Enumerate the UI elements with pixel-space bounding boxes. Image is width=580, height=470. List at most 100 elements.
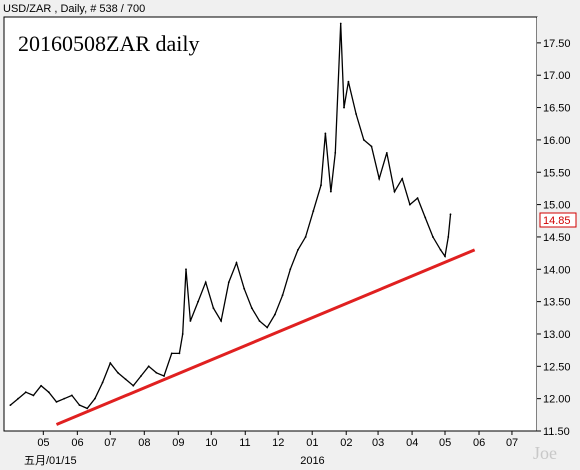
x-tick-label: 04 <box>406 437 418 449</box>
price-point <box>393 190 396 193</box>
price-point <box>178 352 181 355</box>
x-tick-label: 01 <box>306 437 318 449</box>
last-price-badge: 14.85 <box>539 212 577 228</box>
price-point <box>147 365 150 368</box>
price-point <box>63 397 66 400</box>
price-point <box>132 384 135 387</box>
price-point <box>55 400 58 403</box>
price-point <box>93 397 96 400</box>
price-point <box>220 320 223 322</box>
price-point <box>40 384 43 387</box>
last-price-label: 14.85 <box>543 215 571 227</box>
price-point <box>181 333 184 335</box>
price-point <box>444 255 446 258</box>
price-point <box>258 320 261 322</box>
price-point <box>9 404 12 407</box>
price-point <box>401 177 404 180</box>
plot-area <box>3 16 538 432</box>
x-tick-label: 05 <box>439 437 451 449</box>
y-tick-label: 14.00 <box>543 264 571 276</box>
y-tick-label: 16.50 <box>543 103 571 115</box>
chart-title: 20160508ZAR daily <box>18 31 200 56</box>
price-point <box>304 236 307 238</box>
price-point <box>334 151 337 154</box>
price-point <box>339 22 342 25</box>
price-point <box>324 132 327 135</box>
price-point <box>273 313 276 316</box>
price-point <box>70 394 73 397</box>
price-point <box>32 394 35 397</box>
price-point <box>289 268 292 271</box>
price-point <box>355 113 358 115</box>
price-point <box>212 307 215 309</box>
price-point <box>47 391 50 394</box>
symbol-info: USD/ZAR , Daily, # 538 / 700 <box>3 3 145 15</box>
x-tick-label: 10 <box>205 437 217 449</box>
price-point <box>235 261 238 264</box>
price-point <box>408 203 411 206</box>
price-point <box>378 177 381 180</box>
watermark: Joe <box>533 443 557 463</box>
y-tick-label: 16.00 <box>543 135 571 147</box>
price-point <box>170 352 173 355</box>
price-point <box>329 190 332 193</box>
y-tick-label: 17.50 <box>543 38 571 50</box>
x-tick-label: 07 <box>506 437 518 449</box>
price-point <box>185 268 187 271</box>
price-point <box>124 378 127 381</box>
y-tick-label: 12.50 <box>543 361 571 373</box>
price-point <box>24 391 27 394</box>
price-point <box>320 184 322 187</box>
price-point <box>281 294 284 297</box>
price-point <box>343 106 345 109</box>
price-point <box>424 216 427 219</box>
x-sub-label: 2016 <box>300 455 324 467</box>
price-point <box>250 307 253 309</box>
price-point <box>227 281 230 284</box>
x-tick-label: 08 <box>138 437 150 449</box>
y-tick-label: 12.00 <box>543 394 571 406</box>
price-point <box>362 139 365 141</box>
price-point <box>163 375 165 377</box>
price-point <box>447 236 450 238</box>
price-point <box>432 236 434 238</box>
price-point <box>189 320 192 322</box>
x-sub-label: 五月/01/15 <box>24 455 77 467</box>
price-point <box>17 397 19 400</box>
price-point <box>297 248 299 251</box>
price-point <box>140 375 142 377</box>
x-tick-label: 02 <box>340 437 352 449</box>
x-tick-label: 09 <box>172 437 184 449</box>
x-tick-label: 05 <box>37 437 49 449</box>
y-tick-label: 15.00 <box>543 200 571 212</box>
x-tick-label: 12 <box>272 437 284 449</box>
price-point <box>416 197 419 200</box>
y-tick-label: 15.50 <box>543 167 571 179</box>
price-point <box>78 404 81 407</box>
price-point <box>86 407 89 410</box>
price-point <box>243 287 246 290</box>
x-tick-label: 06 <box>473 437 485 449</box>
price-point <box>439 248 442 251</box>
y-tick-label: 17.00 <box>543 70 571 82</box>
price-point <box>204 281 207 284</box>
y-tick-label: 11.50 <box>543 426 570 438</box>
x-tick-label: 07 <box>104 437 116 449</box>
price-point <box>266 326 269 329</box>
price-point <box>117 371 119 374</box>
price-point <box>312 210 315 212</box>
price-point <box>347 80 350 83</box>
y-tick-label: 13.50 <box>543 297 571 309</box>
y-tick-label: 13.00 <box>543 329 571 341</box>
x-tick-label: 11 <box>239 437 250 449</box>
price-point <box>109 362 112 364</box>
price-point <box>197 300 199 303</box>
y-axis: 11.50 12.00 12.50 13.00 13.50 14.00 14.50 15.00… <box>537 38 571 438</box>
price-point <box>370 145 373 148</box>
price-line <box>9 23 452 410</box>
price-point <box>155 371 158 374</box>
x-tick-label: 06 <box>71 437 83 449</box>
price-point <box>385 151 388 154</box>
